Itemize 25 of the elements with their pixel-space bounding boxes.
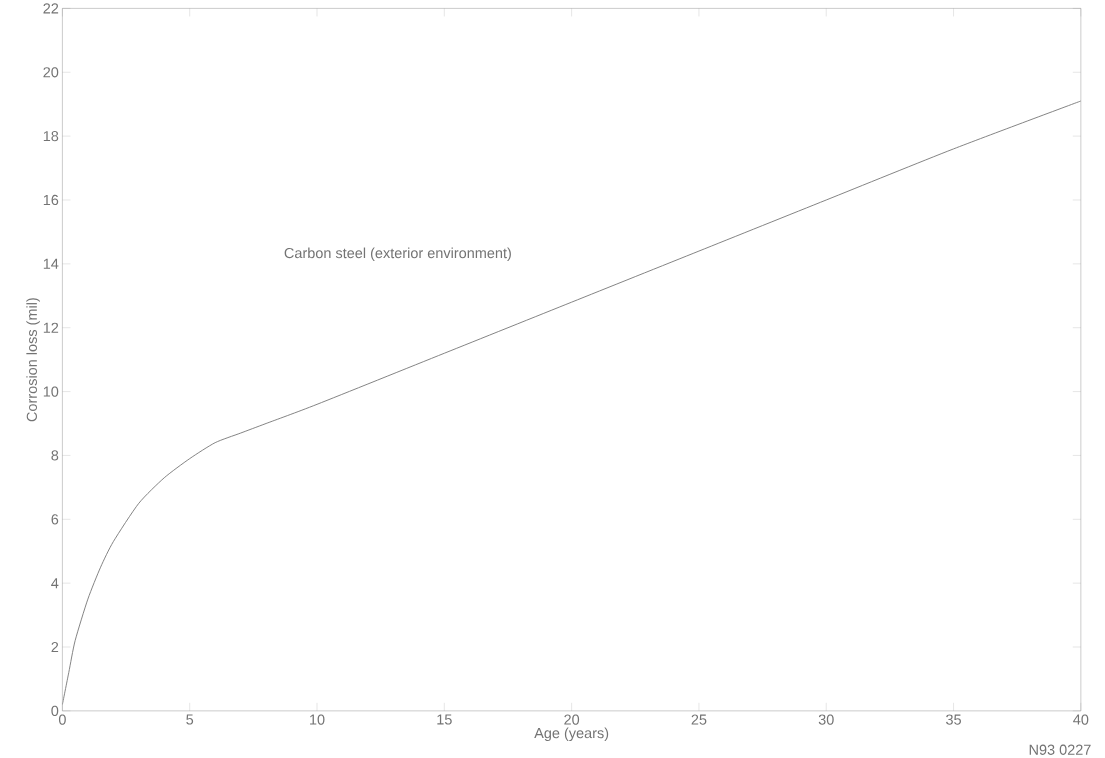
y-tick-label: 0 bbox=[51, 705, 59, 716]
x-tick-label: 5 bbox=[186, 714, 194, 725]
y-tick-label: 22 bbox=[43, 3, 59, 14]
y-tick-label: 18 bbox=[43, 130, 59, 142]
x-tick-label: 35 bbox=[946, 714, 961, 725]
y-tick-label: 6 bbox=[51, 514, 59, 525]
x-tick-label: 25 bbox=[691, 714, 707, 725]
y-tick-label: 2 bbox=[51, 641, 59, 652]
x-axis-title: Age (years) bbox=[534, 727, 609, 741]
y-axis-title: Corrosion loss (mil) bbox=[26, 298, 40, 422]
text: N93 0227 bbox=[1029, 744, 1091, 755]
y-tick-label: 16 bbox=[43, 194, 59, 206]
annotation: Carbon steel (exterior environment) bbox=[284, 247, 511, 261]
y-tick-label: 20 bbox=[43, 67, 59, 78]
y-tick-label: 14 bbox=[43, 258, 59, 269]
x-tick-label: 0 bbox=[58, 714, 66, 725]
y-tick-label: 12 bbox=[43, 322, 59, 333]
x-tick-label: 10 bbox=[310, 714, 325, 725]
y-tick-label: 10 bbox=[43, 386, 59, 397]
x-tick-label: 40 bbox=[1073, 714, 1089, 725]
y-tick-label: 4 bbox=[51, 578, 59, 589]
x-tick-label: 20 bbox=[564, 714, 580, 725]
y-tick-label: 8 bbox=[51, 450, 59, 461]
x-tick-label: 30 bbox=[818, 714, 834, 725]
x-tick-label: 15 bbox=[437, 714, 452, 725]
